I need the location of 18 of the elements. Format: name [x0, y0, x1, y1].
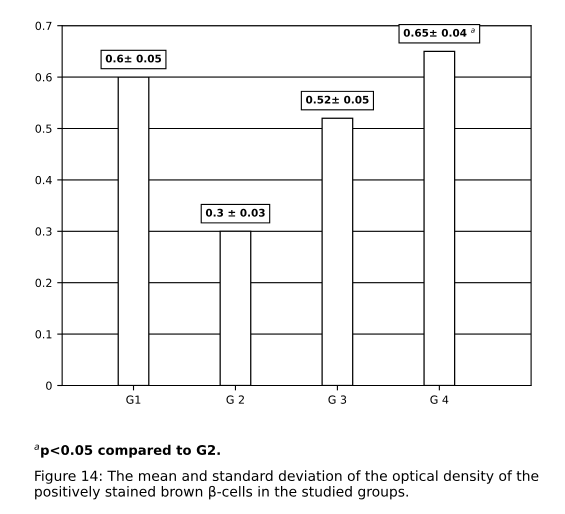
y-tick-label: 0.6 — [35, 73, 52, 82]
y-tick-label: 0.7 — [35, 22, 52, 30]
y-tick-label: 0.4 — [35, 176, 52, 184]
x-tick-label: G 2 — [226, 395, 244, 404]
data-label: 0.52± 0.05 — [306, 96, 369, 104]
data-label: 0.3 ± 0.03 — [206, 208, 265, 217]
x-tick-label: G1 — [126, 395, 140, 404]
data-label: 0.65± 0.04 $^{a}$ — [404, 28, 475, 37]
text: $^{a}$p<0.05 compared to G2. — [34, 444, 220, 458]
y-tick-label: 0.5 — [35, 124, 52, 133]
x-tick-label: G 3 — [328, 395, 346, 404]
y-tick-label: 0 — [46, 381, 52, 390]
y-tick-label: 0.1 — [35, 330, 52, 338]
y-tick-label: 0.2 — [35, 278, 52, 288]
y-tick-label: 0.3 — [35, 227, 52, 236]
caption: Figure 14: The mean and standard deviation of the optical density of the positively stained brown β-cells in the studied groups. — [35, 470, 538, 500]
x-tick-label: G 4 — [430, 395, 448, 404]
data-label: 0.6± 0.05 — [106, 54, 162, 62]
